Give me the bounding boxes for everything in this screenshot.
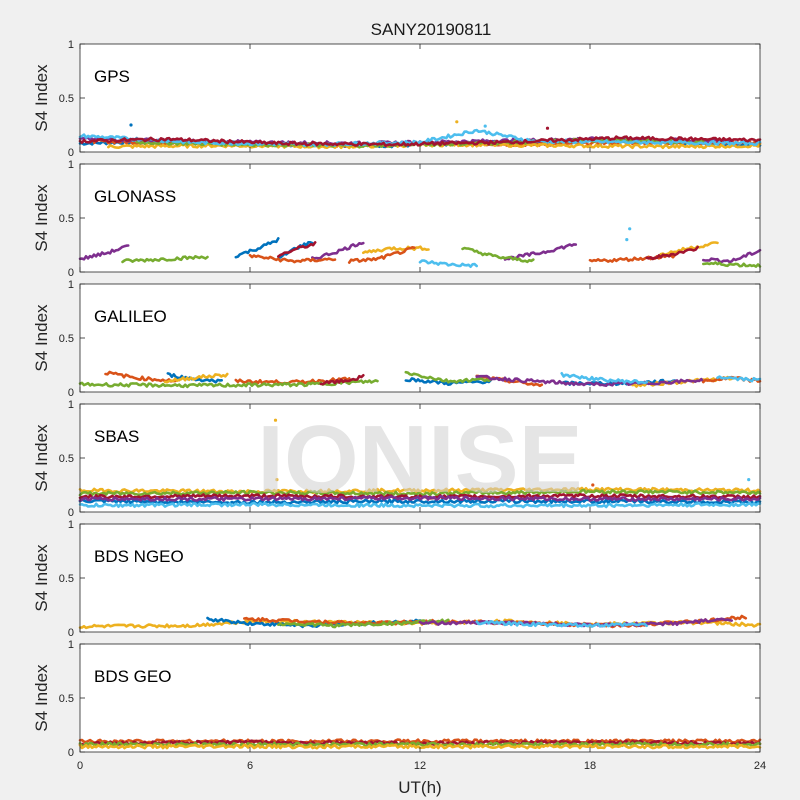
- series-track: [78, 495, 762, 502]
- panel-3: 0 0.5 1 SBAS S4 Index: [32, 399, 762, 519]
- series-track: [78, 379, 379, 389]
- series-track: [404, 370, 493, 384]
- y-tick-label: 0: [68, 627, 74, 639]
- data-point: [747, 478, 751, 482]
- series-track: [404, 377, 493, 386]
- x-axis-label: UT(h): [398, 778, 441, 797]
- panel-1: 0 0.5 1 GLONASS S4 Index: [32, 159, 762, 279]
- y-axis-label: S4 Index: [32, 184, 51, 252]
- series-track: [78, 493, 762, 500]
- series-track: [163, 372, 229, 384]
- panel-2: 0 0.5 1 GALILEO S4 Index: [32, 279, 762, 399]
- series-track: [362, 245, 430, 255]
- y-tick-label: 1: [68, 279, 74, 291]
- series-track: [78, 244, 130, 261]
- series-track: [121, 255, 209, 264]
- y-tick-label: 0.5: [59, 213, 74, 225]
- series-track: [347, 246, 416, 264]
- panel-label: BDS GEO: [94, 667, 171, 686]
- watermark-text: IONISE: [257, 406, 582, 513]
- x-tick-label: 6: [247, 760, 253, 772]
- y-tick-label: 0: [68, 747, 74, 759]
- y-tick-label: 0.5: [59, 93, 74, 105]
- y-tick-label: 1: [68, 519, 74, 531]
- panel-4: 0 0.5 1 BDS NGEO S4 Index: [32, 519, 762, 639]
- panel-data: [78, 120, 762, 150]
- series-track: [78, 135, 762, 148]
- y-axis-label: S4 Index: [32, 424, 51, 492]
- y-tick-label: 0: [68, 267, 74, 279]
- y-tick-label: 0.5: [59, 333, 74, 345]
- x-tick-label: 12: [414, 760, 426, 772]
- panel-plot-area: [80, 164, 760, 272]
- panel-data: [78, 614, 762, 630]
- x-tick-labels: 0 6 12 18 24: [77, 760, 766, 772]
- series-track: [475, 620, 648, 628]
- data-point: [591, 483, 595, 487]
- series-track: [702, 261, 762, 268]
- data-point: [273, 418, 278, 422]
- panel-label: GALILEO: [94, 307, 167, 326]
- panel-label: BDS NGEO: [94, 547, 184, 566]
- panel-plot-area: [80, 284, 760, 392]
- panels-layer: 0 0.5 1 GPS S4 Index 0 0.5 1 GLONASS S4 Index 0 0.5…: [32, 39, 762, 759]
- series-track: [716, 375, 762, 383]
- data-point: [455, 120, 459, 124]
- y-tick-label: 0.5: [59, 693, 74, 705]
- x-tick-label: 24: [754, 760, 766, 772]
- panel-label: GLONASS: [94, 187, 176, 206]
- series-track: [461, 246, 535, 264]
- y-tick-label: 1: [68, 39, 74, 51]
- series-track: [560, 372, 648, 385]
- y-tick-label: 1: [68, 639, 74, 651]
- y-tick-label: 0.5: [59, 573, 74, 585]
- y-tick-label: 0.5: [59, 453, 74, 465]
- y-axis-label: S4 Index: [32, 544, 51, 612]
- series-track: [311, 241, 365, 260]
- panel-plot-area: [80, 44, 760, 152]
- series-track: [319, 374, 365, 386]
- series-track: [234, 237, 280, 259]
- panel-5: 0 0.5 1 BDS GEO S4 Index: [32, 639, 762, 759]
- series-track: [248, 253, 337, 264]
- series-track: [475, 374, 705, 387]
- y-tick-label: 1: [68, 399, 74, 411]
- series-track: [702, 248, 762, 264]
- y-tick-label: 1: [68, 159, 74, 171]
- data-point: [483, 124, 487, 128]
- y-tick-label: 0: [68, 147, 74, 159]
- y-tick-label: 0: [68, 507, 74, 519]
- panel-data: [78, 370, 762, 389]
- series-track: [277, 241, 317, 258]
- panel-0: 0 0.5 1 GPS S4 Index: [32, 39, 762, 159]
- data-point: [628, 227, 632, 231]
- series-track: [503, 243, 578, 261]
- series-track: [78, 488, 762, 497]
- data-point: [129, 123, 133, 127]
- x-tick-label: 18: [584, 760, 596, 772]
- y-axis-label: S4 Index: [32, 64, 51, 132]
- series-track: [418, 259, 478, 268]
- panel-plot-area: [80, 644, 760, 752]
- panel-data: [78, 227, 762, 268]
- panel-label: SBAS: [94, 427, 139, 446]
- series-track: [645, 245, 699, 261]
- panel-plot-area: [80, 524, 760, 632]
- data-point: [545, 126, 550, 130]
- panel-data: [78, 418, 762, 509]
- panel-label: GPS: [94, 67, 130, 86]
- y-tick-label: 0: [68, 387, 74, 399]
- y-axis-label: S4 Index: [32, 304, 51, 372]
- data-point: [625, 238, 629, 242]
- x-tick-label: 0: [77, 760, 83, 772]
- chart-title: SANY20190811: [371, 20, 492, 39]
- data-point: [275, 478, 279, 482]
- y-axis-label: S4 Index: [32, 664, 51, 732]
- series-track: [78, 501, 762, 509]
